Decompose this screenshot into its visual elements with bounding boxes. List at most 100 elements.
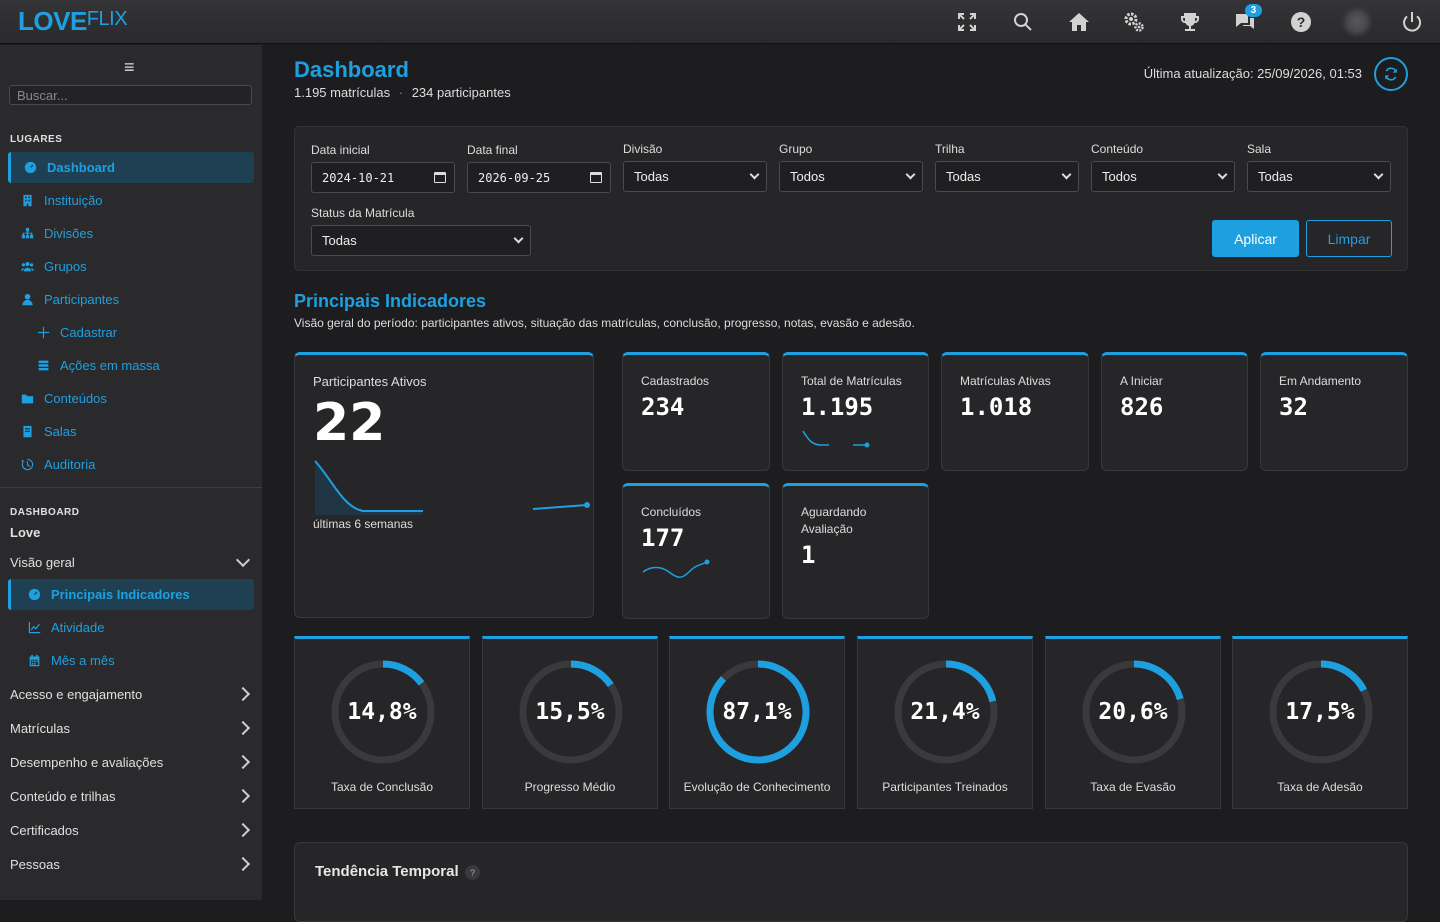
help-icon[interactable]: ? [465, 865, 480, 880]
filter-division: Divisão Todas [623, 142, 767, 192]
power-icon[interactable] [1384, 0, 1440, 44]
card-value: 1.018 [960, 393, 1033, 421]
gauge-arc [706, 660, 810, 764]
sidebar-item-label: Cadastrar [60, 325, 118, 340]
apply-button[interactable]: Aplicar [1212, 220, 1299, 257]
chevron-down-icon [749, 169, 760, 180]
content-select[interactable]: Todos [1091, 161, 1235, 192]
refresh-button[interactable] [1374, 57, 1408, 91]
card-label: Participantes Ativos [313, 374, 427, 389]
sidebar-item-dashboard[interactable]: Dashboard [8, 152, 254, 183]
chevron-down-icon [235, 552, 251, 568]
filters-panel: Data inicial 2024-10-21 Data final 2026-… [294, 126, 1408, 271]
sidebar-item-mes-a-mes[interactable]: Mês a mês [8, 645, 254, 676]
home-icon[interactable] [1051, 0, 1107, 44]
card-label: Aguardando Avaliação [801, 505, 867, 536]
list-icon [36, 359, 50, 373]
sidebar-item-instituicao[interactable]: Instituição [8, 185, 254, 216]
fullscreen-icon[interactable] [940, 0, 996, 44]
sidebar-item-atividade[interactable]: Atividade [8, 612, 254, 643]
top-bar: LOVEFLIX 3 ? [0, 0, 1440, 44]
filter-label: Grupo [779, 142, 813, 156]
clear-button[interactable]: Limpar [1306, 220, 1392, 257]
sidebar-search-input[interactable]: Buscar... [9, 85, 252, 105]
status-select[interactable]: Todas [311, 225, 531, 256]
card-label: A Iniciar [1120, 374, 1163, 388]
card-value: 826 [1120, 393, 1164, 421]
sidebar-item-label: Conteúdos [44, 391, 107, 406]
card-participantes-ativos: Participantes Ativos 22 últimas 6 semana… [294, 352, 594, 618]
sidebar-group-certificados[interactable]: Certificados [0, 813, 262, 847]
room-select[interactable]: Todas [1247, 161, 1391, 192]
separator: · [398, 85, 404, 100]
history-icon [20, 458, 34, 472]
sidebar-group-pessoas[interactable]: Pessoas [0, 847, 262, 881]
sidebar-item-label: Auditoria [44, 457, 96, 472]
sidebar-item-cadastrar[interactable]: Cadastrar [8, 317, 254, 348]
user-icon [20, 293, 34, 307]
filter-track: Trilha Todas [935, 142, 1079, 192]
sidebar-item-conteudos[interactable]: Conteúdos [8, 383, 254, 414]
sidebar-item-salas[interactable]: Salas [8, 416, 254, 447]
gauge-arc [894, 660, 998, 764]
sidebar-group-desempenho[interactable]: Desempenho e avaliações [0, 745, 262, 779]
search-icon[interactable] [995, 0, 1051, 44]
card-label: Em Andamento [1279, 374, 1362, 388]
brand-logo[interactable]: LOVEFLIX [18, 6, 128, 37]
card-value: 32 [1279, 393, 1308, 421]
calendar-icon[interactable] [434, 172, 446, 183]
chat-icon[interactable]: 3 [1218, 0, 1274, 44]
select-value: Todas [1258, 169, 1293, 184]
chevron-down-icon [905, 169, 916, 180]
sidebar-group-visao-geral[interactable]: Visão geral [0, 545, 262, 579]
start-date-input[interactable]: 2024-10-21 [311, 162, 455, 193]
sidebar-item-label: Ações em massa [60, 358, 160, 373]
page-subtitle: 1.195 matrículas · 234 participantes [294, 85, 511, 100]
filter-status: Status da Matrícula Todas [311, 206, 531, 256]
sidebar-group-acesso[interactable]: Acesso e engajamento [0, 677, 262, 711]
gauge-ring [331, 660, 435, 764]
card-value: 1.195 [801, 393, 874, 421]
filter-label: Data inicial [311, 143, 370, 157]
participants-count: 234 participantes [411, 85, 511, 100]
chart-line-icon [27, 621, 41, 635]
sidebar-item-participantes[interactable]: Participantes [8, 284, 254, 315]
trophy-icon[interactable] [1162, 0, 1218, 44]
select-value: Todas [322, 233, 357, 248]
last-update-text: Última atualização: 25/09/2026, 01:53 [1143, 66, 1362, 81]
sidebar-group-matriculas[interactable]: Matrículas [0, 711, 262, 745]
hamburger-icon[interactable]: ≡ [124, 57, 135, 77]
gears-icon[interactable] [1106, 0, 1162, 44]
card-value: 1 [801, 541, 816, 569]
chevron-down-icon [513, 233, 524, 244]
card-concluidos: Concluídos 177 [622, 483, 770, 619]
sidebar-item-divisoes[interactable]: Divisões [8, 218, 254, 249]
select-value: Todos [1102, 169, 1137, 184]
track-select[interactable]: Todas [935, 161, 1079, 192]
group-label: Visão geral [10, 554, 75, 570]
chevron-down-icon [1217, 169, 1228, 180]
avatar[interactable] [1329, 0, 1385, 44]
plus-icon [36, 326, 50, 340]
division-select[interactable]: Todas [623, 161, 767, 192]
sidebar-item-acoes-em-massa[interactable]: Ações em massa [8, 350, 254, 381]
gauge-label: Evolução de Conhecimento [683, 780, 831, 794]
sidebar-group-conteudo[interactable]: Conteúdo e trilhas [0, 779, 262, 813]
sidebar-item-label: Divisões [44, 226, 94, 241]
card-label: Concluídos [641, 505, 702, 519]
help-icon[interactable]: ? [1273, 0, 1329, 44]
dashboard-name: Love [10, 525, 41, 540]
end-date-input[interactable]: 2026-09-25 [467, 162, 611, 193]
chevron-right-icon [235, 754, 251, 770]
filter-start-date: Data inicial 2024-10-21 [311, 143, 455, 193]
chevron-right-icon [235, 788, 251, 804]
gauge-ring [1269, 660, 1373, 764]
refresh-icon [1385, 67, 1397, 81]
group-label: Pessoas [10, 856, 60, 872]
sidebar-item-auditoria[interactable]: Auditoria [8, 449, 254, 480]
svg-text:?: ? [1297, 14, 1306, 30]
sidebar-item-grupos[interactable]: Grupos [8, 251, 254, 282]
sidebar-item-principais-indicadores[interactable]: Principais Indicadores [8, 579, 254, 610]
calendar-icon[interactable] [590, 172, 602, 183]
group-select[interactable]: Todos [779, 161, 923, 192]
